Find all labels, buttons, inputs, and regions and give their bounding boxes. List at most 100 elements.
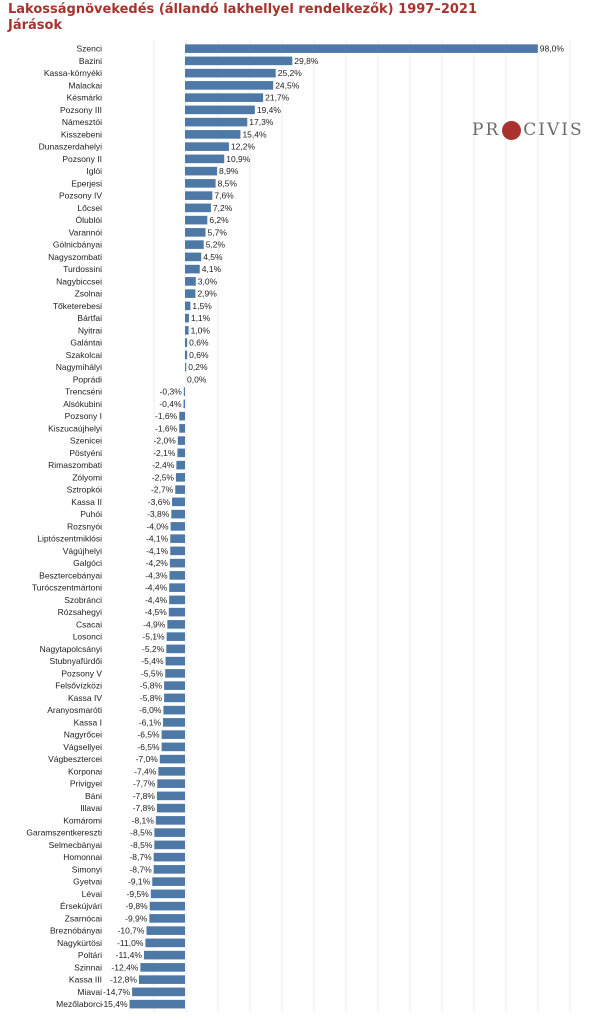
bar [138, 975, 185, 984]
value-label: 3,0% [198, 276, 218, 286]
value-label: -4,0% [146, 521, 169, 531]
category-label: Aranyosmaróti [47, 705, 102, 715]
bar [185, 338, 188, 347]
chart-title-line1: Lakosságnövekedés (állandó lakhellyel re… [8, 2, 478, 17]
category-label: Korponai [68, 766, 102, 776]
value-label: -4,2% [146, 558, 169, 568]
bar [154, 840, 185, 850]
category-label: Bártfai [77, 313, 102, 323]
category-label: Privigyei [70, 779, 102, 789]
value-label: -8,7% [129, 852, 152, 862]
bar [185, 105, 255, 115]
category-label: Vágbesztercei [48, 754, 102, 764]
value-label: -9,9% [125, 913, 148, 923]
category-label: Szenicei [70, 436, 102, 446]
bar [179, 411, 185, 421]
bar [155, 816, 185, 825]
category-label: Zsolnai [75, 289, 103, 299]
value-label: -5,8% [140, 681, 163, 691]
chart-title: Lakosságnövekedés (állandó lakhellyel re… [8, 2, 477, 34]
category-label: Felsővízközi [55, 681, 102, 691]
value-label: -2,7% [151, 485, 174, 495]
category-label: Pozsony IV [59, 191, 102, 201]
bar [132, 987, 185, 997]
value-label: 5,7% [208, 227, 228, 237]
bar [171, 509, 185, 519]
bar [143, 950, 185, 960]
bar [185, 81, 274, 90]
value-label: -6,1% [139, 717, 162, 727]
bar [169, 571, 185, 580]
category-label: Vágsellyei [63, 742, 102, 752]
value-label: 0,0% [187, 374, 207, 384]
value-label: 15,4% [242, 129, 267, 139]
value-label: -9,1% [128, 877, 151, 887]
value-label: -2,4% [152, 460, 175, 470]
value-label: 21,7% [265, 93, 290, 103]
bar [185, 240, 204, 249]
category-label: Selmecbányai [49, 840, 103, 850]
value-label: -3,6% [148, 497, 171, 507]
bar [165, 656, 185, 666]
bar [150, 889, 185, 899]
category-label: Varannói [69, 227, 103, 237]
bar [129, 999, 185, 1009]
bar [140, 963, 185, 972]
category-label: Kisszebeni [61, 129, 102, 139]
category-label: Losonci [73, 632, 102, 642]
bar [146, 926, 185, 935]
value-label: -12,4% [111, 962, 138, 972]
category-label: Szakolcai [66, 350, 102, 360]
category-label: Pozsony V [61, 668, 102, 678]
bar [164, 693, 185, 703]
logo-text-left: PR [472, 120, 501, 140]
bar [185, 362, 187, 372]
category-label: Turdossini [63, 264, 102, 274]
category-label: Gölnicbányai [53, 240, 102, 250]
value-label: 4,5% [203, 252, 223, 262]
category-label: Nagyszombati [48, 252, 102, 262]
category-label: Poltári [78, 950, 102, 960]
bar [170, 534, 185, 543]
category-label: Szobránci [64, 595, 102, 605]
value-label: -7,7% [133, 779, 156, 789]
bar [163, 705, 185, 715]
category-label: Zsarnócai [65, 913, 102, 923]
value-label: -6,0% [139, 705, 162, 715]
bar [152, 877, 185, 886]
category-label: Iglói [86, 166, 102, 176]
value-label: -6,5% [137, 730, 160, 740]
value-label: 0,2% [188, 362, 208, 372]
category-label: Nagybiccsei [56, 276, 102, 286]
value-label: -2,5% [152, 472, 175, 482]
bar [185, 326, 189, 335]
bar [159, 754, 185, 764]
bar [185, 179, 216, 188]
category-label: Galgóci [73, 558, 102, 568]
category-label: Tőketerebesi [53, 301, 102, 311]
bar [175, 485, 185, 494]
value-label: 29,8% [294, 56, 319, 66]
category-label: Nagymihályi [56, 362, 102, 372]
category-label: Pöstyéni [69, 448, 102, 458]
category-labels: Szenci Bazini Kassa-környéki Malackai Késmár… [26, 44, 102, 1010]
value-label: 2,9% [197, 289, 217, 299]
category-label: Illavai [80, 803, 102, 813]
category-label: Stubnyafürdői [50, 656, 103, 666]
category-label: Kassa IV [68, 693, 102, 703]
bar [167, 620, 185, 629]
category-label: Kassa-környéki [44, 68, 102, 78]
value-label: -5,1% [142, 632, 165, 642]
value-label: -7,4% [134, 766, 157, 776]
value-label: 25,2% [278, 68, 303, 78]
category-label: Rózsahegyi [58, 607, 103, 617]
value-label: 10,9% [226, 154, 251, 164]
value-label: -6,5% [137, 742, 160, 752]
value-label: -0,4% [159, 399, 182, 409]
bar [185, 130, 241, 139]
value-label: -1,6% [155, 411, 178, 421]
bar [172, 497, 185, 507]
category-label: Nagyrőcei [64, 730, 102, 740]
value-label: 6,2% [209, 215, 229, 225]
value-label: -4,4% [145, 583, 168, 593]
